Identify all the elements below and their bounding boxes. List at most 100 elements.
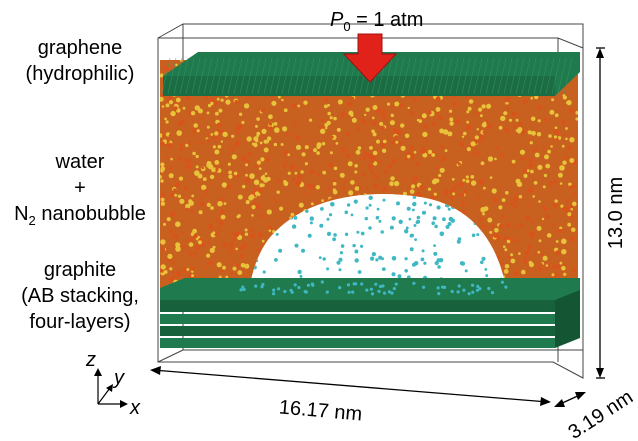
water-molecule [258, 188, 263, 193]
water-molecule [472, 152, 477, 157]
water-molecule [263, 139, 268, 144]
water-molecule [229, 248, 234, 254]
water-molecule [569, 137, 575, 143]
water-molecule [415, 191, 422, 198]
water-molecule [239, 245, 244, 250]
water-molecule [356, 126, 361, 131]
water-molecule [330, 135, 334, 139]
water-molecule [227, 162, 231, 166]
water-molecule [182, 106, 186, 110]
nitrogen-molecule [439, 231, 445, 237]
water-molecule [572, 268, 577, 272]
water-molecule [534, 152, 540, 158]
water-molecule [505, 191, 509, 195]
water-molecule [468, 99, 474, 104]
water-molecule [411, 157, 415, 160]
water-molecule [372, 132, 377, 137]
water-molecule [391, 139, 396, 145]
lattice-line [443, 57, 453, 95]
water-molecule [492, 197, 498, 203]
water-molecule [357, 146, 362, 150]
water-molecule [542, 146, 546, 150]
water-molecule [451, 178, 455, 181]
water-molecule [173, 106, 178, 111]
water-molecule [321, 199, 324, 203]
nitrogen-molecule [412, 208, 415, 212]
water-molecule [537, 164, 543, 170]
water-molecule [462, 178, 466, 182]
water-molecule [249, 194, 255, 200]
water-molecule [262, 177, 269, 183]
nitrogen-molecule [433, 251, 438, 256]
water-molecule [501, 215, 505, 219]
lattice-line [329, 57, 339, 95]
water-molecule [236, 125, 240, 129]
water-molecule [185, 203, 191, 209]
water-molecule [209, 174, 215, 180]
water-molecule [249, 233, 256, 239]
nitrogen-molecule [476, 233, 480, 237]
water-molecule [495, 146, 499, 149]
height-label: 13.0 nm [605, 177, 627, 249]
lattice-line [425, 57, 435, 95]
lattice-line [179, 57, 189, 95]
nitrogen-molecule [382, 198, 386, 202]
water-molecule [467, 106, 472, 111]
water-molecule [498, 125, 503, 130]
nitrogen-molecule [500, 280, 504, 284]
water-molecule [175, 63, 178, 67]
water-molecule [562, 160, 567, 165]
water-molecule [504, 248, 508, 252]
water-molecule [264, 172, 268, 176]
water-molecule [542, 206, 548, 212]
nitrogen-molecule [428, 203, 433, 207]
water-molecule [453, 184, 457, 189]
lattice-line [389, 57, 399, 95]
water-molecule [184, 164, 190, 170]
nitrogen-molecule [338, 268, 342, 272]
lattice-line [545, 57, 555, 95]
water-molecule [245, 200, 250, 205]
water-molecule [277, 95, 281, 99]
water-molecule [213, 136, 218, 142]
water-molecule [394, 101, 400, 107]
nitrogen-molecule [319, 223, 324, 228]
water-molecule [511, 159, 516, 164]
nitrogen-molecule [411, 262, 417, 267]
water-molecule [219, 197, 224, 202]
water-molecule [531, 130, 536, 136]
water-molecule [236, 263, 240, 268]
water-molecule [164, 117, 168, 121]
water-molecule [483, 206, 489, 212]
water-molecule [533, 252, 537, 256]
water-molecule [527, 130, 532, 135]
water-molecule [530, 96, 533, 100]
lattice-line [341, 57, 351, 95]
water-molecule [160, 168, 164, 173]
nitrogen-molecule [356, 230, 360, 234]
water-molecule [276, 190, 280, 194]
water-molecule [465, 179, 470, 183]
water-molecule [572, 184, 576, 188]
water-molecule [566, 100, 572, 106]
water-molecule [160, 175, 163, 179]
nitrogen-molecule [320, 207, 324, 211]
water-molecule [255, 203, 261, 209]
water-molecule [494, 228, 499, 233]
water-molecule [475, 112, 479, 116]
nitrogen-molecule [360, 231, 365, 236]
nitrogen-molecule [301, 248, 305, 253]
nitrogen-molecule [262, 270, 266, 274]
water-molecule [189, 254, 194, 258]
water-molecule [561, 144, 565, 148]
water-molecule [359, 187, 362, 190]
nitrogen-molecule [350, 213, 354, 217]
water-molecule [192, 128, 198, 134]
water-molecule [185, 95, 190, 101]
water-molecule [206, 125, 210, 129]
water-molecule [543, 173, 548, 178]
water-molecule [345, 132, 350, 136]
water-molecule [436, 111, 440, 114]
nitrogen-molecule [450, 289, 454, 294]
nitrogen-molecule [490, 291, 495, 295]
